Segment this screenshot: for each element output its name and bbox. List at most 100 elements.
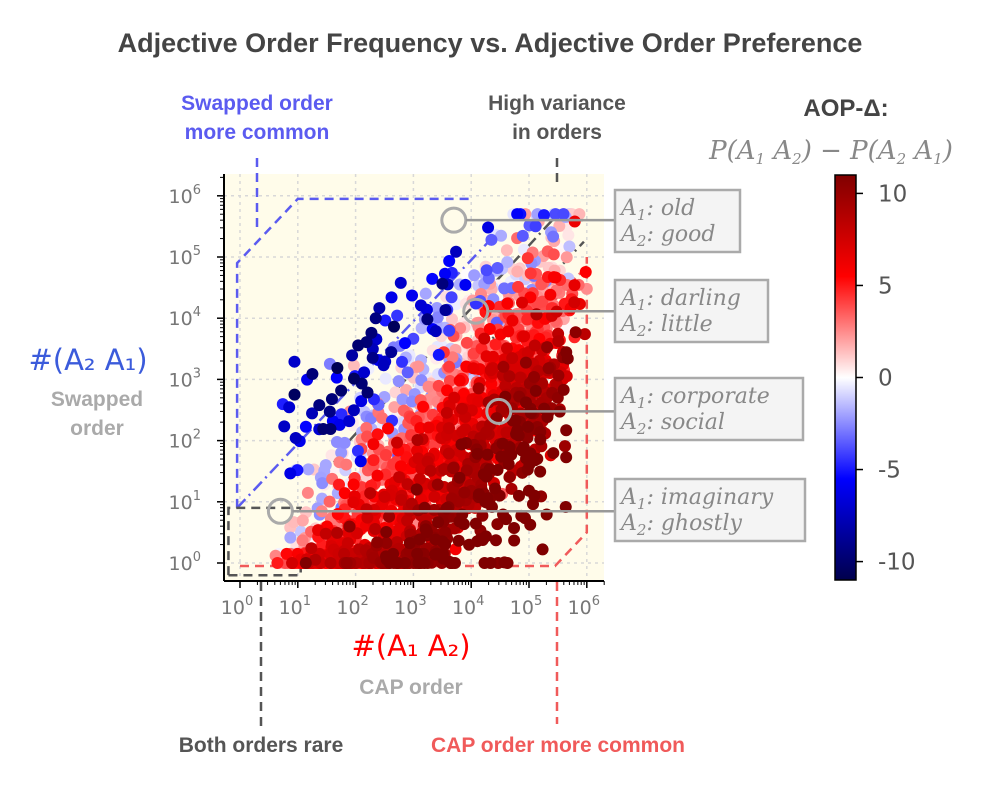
scatter-point xyxy=(467,362,480,375)
scatter-point xyxy=(377,359,390,372)
scatter-point xyxy=(496,437,509,450)
scatter-point xyxy=(497,360,510,373)
scatter-point xyxy=(391,436,404,449)
scatter-point xyxy=(432,516,445,529)
scatter-point xyxy=(411,434,424,447)
scatter-point xyxy=(568,215,581,228)
scatter-point xyxy=(537,209,550,222)
scatter-point xyxy=(439,304,452,317)
scatter-point xyxy=(421,455,434,468)
scatter-point xyxy=(429,325,442,338)
scatter-point xyxy=(299,557,312,569)
colorbar-tick-label: 0 xyxy=(878,366,893,392)
scatter-point xyxy=(394,276,407,289)
scatter-point xyxy=(379,372,392,385)
y-tick-label: 105 xyxy=(169,244,201,269)
scatter-point xyxy=(369,523,382,536)
scatter-point xyxy=(365,326,378,339)
scatter-point xyxy=(448,557,461,569)
scatter-point xyxy=(518,330,531,343)
scatter-point xyxy=(367,454,380,467)
scatter-point xyxy=(331,362,344,375)
scatter-point xyxy=(511,208,524,221)
scatter-points xyxy=(269,208,593,569)
scatter-point xyxy=(401,478,414,491)
scatter-point xyxy=(578,328,591,341)
scatter-point xyxy=(455,438,468,451)
scatter-point xyxy=(414,299,427,312)
scatter-point xyxy=(429,533,442,546)
scatter-point xyxy=(305,542,318,555)
scatter-point xyxy=(306,407,319,420)
scatter-point xyxy=(398,337,411,350)
colorbar-subtitle: P(A1 A2) − P(A2 A1) xyxy=(708,136,953,168)
region-label-both-rare: Both orders rare xyxy=(179,734,344,757)
scatter-point xyxy=(421,313,434,326)
scatter-point xyxy=(313,399,326,412)
scatter-point xyxy=(445,313,458,326)
scatter-point xyxy=(385,291,398,304)
region-label-cap-more: CAP order more common xyxy=(431,734,685,757)
scatter-point xyxy=(458,486,471,499)
scatter-point xyxy=(508,361,521,374)
scatter-point xyxy=(392,375,405,388)
scatter-point xyxy=(343,415,356,428)
y-tick-label: 103 xyxy=(169,366,201,391)
scatter-point xyxy=(553,219,566,232)
scatter-point xyxy=(391,557,404,569)
y-ticks: 100 101 102 103 104 105 106 xyxy=(169,176,224,575)
scatter-point xyxy=(340,458,353,471)
scatter-point xyxy=(549,271,562,284)
scatter-point xyxy=(459,278,472,291)
scatter-point xyxy=(521,347,534,360)
scatter-point xyxy=(431,478,444,491)
annotation-a1: A1: corporate xyxy=(619,384,770,412)
scatter-point xyxy=(522,420,535,433)
scatter-point xyxy=(450,245,463,258)
scatter-point xyxy=(500,244,513,257)
scatter-point xyxy=(380,525,393,538)
scatter-point xyxy=(501,256,514,269)
scatter-point xyxy=(388,320,401,333)
x-tick-label: 100 xyxy=(221,594,253,619)
scatter-point xyxy=(394,460,407,473)
scatter-point xyxy=(536,295,549,308)
scatter-point xyxy=(547,230,560,243)
x-tick-label: 102 xyxy=(336,594,368,619)
scatter-point xyxy=(480,264,493,277)
scatter-point xyxy=(524,406,537,419)
scatter-point xyxy=(428,503,441,516)
scatter-point xyxy=(352,339,365,352)
scatter-point xyxy=(508,534,521,547)
scatter-point xyxy=(552,335,565,348)
scatter-point xyxy=(426,272,439,285)
scatter-point xyxy=(560,451,573,464)
colorbar-tick-label: -5 xyxy=(878,458,901,484)
scatter-point xyxy=(472,382,485,395)
scatter-point xyxy=(412,557,425,569)
scatter-point xyxy=(495,229,508,242)
scatter-point xyxy=(302,463,315,476)
scatter-point xyxy=(472,395,485,408)
colorbar xyxy=(834,174,857,581)
scatter-point xyxy=(338,547,351,560)
scatter-point xyxy=(487,350,500,363)
scatter-point xyxy=(568,296,581,309)
scatter-point xyxy=(306,367,319,380)
scatter-point xyxy=(452,534,465,547)
scatter-point xyxy=(511,265,524,278)
scatter-point xyxy=(529,384,542,397)
x-axis-label: #(A₁ A₂) xyxy=(351,629,470,663)
scatter-point xyxy=(501,297,514,310)
scatter-point xyxy=(541,341,554,354)
scatter-point xyxy=(432,348,445,361)
region-label-swapped-line2: more common xyxy=(185,121,330,144)
scatter-point xyxy=(343,520,356,533)
scatter-point xyxy=(491,262,504,275)
scatter-point xyxy=(413,472,426,485)
scatter-point xyxy=(316,477,329,490)
scatter-point xyxy=(506,314,519,327)
scatter-point xyxy=(512,280,525,293)
scatter-point xyxy=(296,514,309,527)
